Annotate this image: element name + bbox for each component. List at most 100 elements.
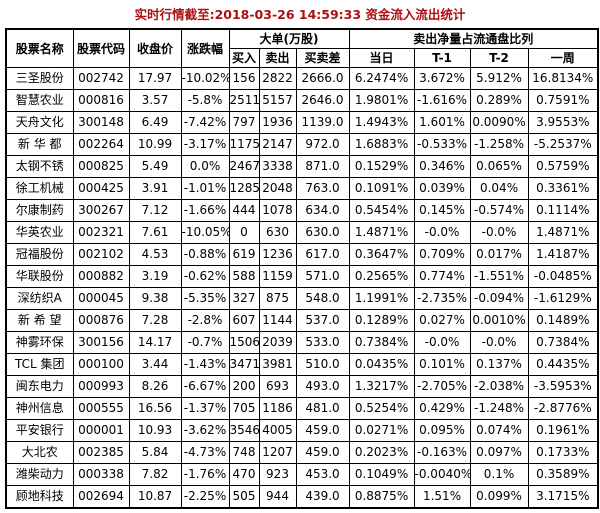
buy-sell-diff-cell: 2666.0 — [295, 67, 350, 90]
stock-name-cell[interactable]: 新 希 望 — [5, 309, 74, 332]
sell-volume-cell: 1078 — [258, 199, 297, 222]
close-price-cell: 5.84 — [128, 441, 182, 464]
stock-code-cell[interactable]: 000555 — [72, 397, 130, 420]
change-pct-cell: -3.62% — [180, 419, 230, 442]
stock-code-cell[interactable]: 300148 — [72, 111, 130, 134]
table-row: 智慧农业 000816 3.57 -5.8% 2511 5157 2646.0 1.9801%… — [5, 89, 599, 112]
stock-code-cell[interactable]: 000816 — [72, 89, 130, 112]
table-row: 神州信息 000555 16.56 -1.37% 705 1186 481.0 0.5254%… — [5, 397, 599, 420]
change-pct-cell: -2.25% — [180, 485, 230, 509]
stock-name-cell[interactable]: 华联股份 — [5, 265, 74, 288]
net-sell-t2-cell: -1.248% — [469, 397, 529, 420]
buy-volume-cell: 2467 — [228, 155, 260, 178]
stock-name-cell[interactable]: 深纺织A — [5, 287, 74, 310]
net-sell-t1-cell: 1.601% — [413, 111, 471, 134]
buy-sell-diff-cell: 493.0 — [295, 375, 350, 398]
net-sell-t2-cell: 0.137% — [469, 353, 529, 376]
change-pct-cell: -1.37% — [180, 397, 230, 420]
stock-code-cell[interactable]: 002694 — [72, 485, 130, 509]
column-header-day: 当日 — [348, 48, 415, 68]
stock-name-cell[interactable]: 智慧农业 — [5, 89, 74, 112]
net-sell-t1-cell: -2.735% — [413, 287, 471, 310]
buy-volume-cell: 607 — [228, 309, 260, 332]
stock-code-cell[interactable]: 002102 — [72, 243, 130, 266]
column-header-week: 一周 — [527, 48, 599, 68]
column-header-stock-name: 股票名称 — [5, 28, 74, 68]
net-sell-week-cell: 0.7591% — [527, 89, 599, 112]
close-price-cell: 14.17 — [128, 331, 182, 354]
sell-volume-cell: 875 — [258, 287, 297, 310]
net-sell-t1-cell: -0.533% — [413, 133, 471, 156]
table-row: 冠福股份 002102 4.53 -0.88% 619 1236 617.0 0.3647% 0… — [5, 243, 599, 266]
stock-name-cell[interactable]: 闽东电力 — [5, 375, 74, 398]
sell-volume-cell: 1159 — [258, 265, 297, 288]
net-sell-week-cell: 0.1961% — [527, 419, 599, 442]
stock-name-cell[interactable]: 太钢不锈 — [5, 155, 74, 178]
stock-code-cell[interactable]: 000425 — [72, 177, 130, 200]
sell-volume-cell: 4005 — [258, 419, 297, 442]
stock-code-cell[interactable]: 000993 — [72, 375, 130, 398]
stock-code-cell[interactable]: 000001 — [72, 419, 130, 442]
stock-code-cell[interactable]: 002742 — [72, 67, 130, 90]
net-sell-week-cell: 0.3361% — [527, 177, 599, 200]
stock-code-cell[interactable]: 000045 — [72, 287, 130, 310]
sell-volume-cell: 1207 — [258, 441, 297, 464]
stock-name-cell[interactable]: 神州信息 — [5, 397, 74, 420]
stock-name-cell[interactable]: 冠福股份 — [5, 243, 74, 266]
stock-code-cell[interactable]: 002321 — [72, 221, 130, 244]
stock-code-cell[interactable]: 000338 — [72, 463, 130, 486]
stock-code-cell[interactable]: 002385 — [72, 441, 130, 464]
stock-name-cell[interactable]: 大北农 — [5, 441, 74, 464]
net-sell-day-cell: 1.4943% — [348, 111, 415, 134]
close-price-cell: 16.56 — [128, 397, 182, 420]
table-row: 神雾环保 300156 14.17 -0.7% 1506 2039 533.0 0.7384%… — [5, 331, 599, 354]
change-pct-cell: -10.05% — [180, 221, 230, 244]
stock-name-cell[interactable]: 尔康制药 — [5, 199, 74, 222]
net-sell-t2-cell: 0.1% — [469, 463, 529, 486]
buy-volume-cell: 156 — [228, 67, 260, 90]
change-pct-cell: -5.35% — [180, 287, 230, 310]
stock-name-cell[interactable]: 潍柴动力 — [5, 463, 74, 486]
stock-code-cell[interactable]: 000825 — [72, 155, 130, 178]
net-sell-week-cell: 3.9553% — [527, 111, 599, 134]
net-sell-t2-cell: -1.551% — [469, 265, 529, 288]
stock-code-cell[interactable]: 000882 — [72, 265, 130, 288]
sell-volume-cell: 2048 — [258, 177, 297, 200]
net-sell-t1-cell: -0.0040% — [413, 463, 471, 486]
stock-name-cell[interactable]: 三圣股份 — [5, 67, 74, 90]
close-price-cell: 10.93 — [128, 419, 182, 442]
close-price-cell: 3.19 — [128, 265, 182, 288]
buy-sell-diff-cell: 634.0 — [295, 199, 350, 222]
stock-name-cell[interactable]: 顾地科技 — [5, 485, 74, 509]
stock-name-cell[interactable]: 神雾环保 — [5, 331, 74, 354]
buy-sell-diff-cell: 1139.0 — [295, 111, 350, 134]
buy-volume-cell: 470 — [228, 463, 260, 486]
net-sell-t2-cell: 0.0010% — [469, 309, 529, 332]
stock-name-cell[interactable]: 徐工机械 — [5, 177, 74, 200]
stock-code-cell[interactable]: 002264 — [72, 133, 130, 156]
buy-volume-cell: 327 — [228, 287, 260, 310]
close-price-cell: 5.49 — [128, 155, 182, 178]
stock-name-cell[interactable]: 平安银行 — [5, 419, 74, 442]
net-sell-day-cell: 0.5254% — [348, 397, 415, 420]
sell-volume-cell: 1144 — [258, 309, 297, 332]
change-pct-cell: -1.43% — [180, 353, 230, 376]
stock-code-cell[interactable]: 300156 — [72, 331, 130, 354]
stock-name-cell[interactable]: 新 华 都 — [5, 133, 74, 156]
stock-name-cell[interactable]: TCL 集团 — [5, 353, 74, 376]
stock-name-cell[interactable]: 天舟文化 — [5, 111, 74, 134]
net-sell-t1-cell: 0.039% — [413, 177, 471, 200]
buy-volume-cell: 748 — [228, 441, 260, 464]
net-sell-week-cell: 0.7384% — [527, 331, 599, 354]
stock-code-cell[interactable]: 000100 — [72, 353, 130, 376]
table-row: 潍柴动力 000338 7.82 -1.76% 470 923 453.0 0.1049% -0… — [5, 463, 599, 486]
buy-sell-diff-cell: 459.0 — [295, 441, 350, 464]
stock-code-cell[interactable]: 300267 — [72, 199, 130, 222]
net-sell-day-cell: 0.2023% — [348, 441, 415, 464]
change-pct-cell: -2.8% — [180, 309, 230, 332]
change-pct-cell: -5.8% — [180, 89, 230, 112]
net-sell-week-cell: 0.1114% — [527, 199, 599, 222]
stock-code-cell[interactable]: 000876 — [72, 309, 130, 332]
stock-name-cell[interactable]: 华英农业 — [5, 221, 74, 244]
buy-volume-cell: 3546 — [228, 419, 260, 442]
